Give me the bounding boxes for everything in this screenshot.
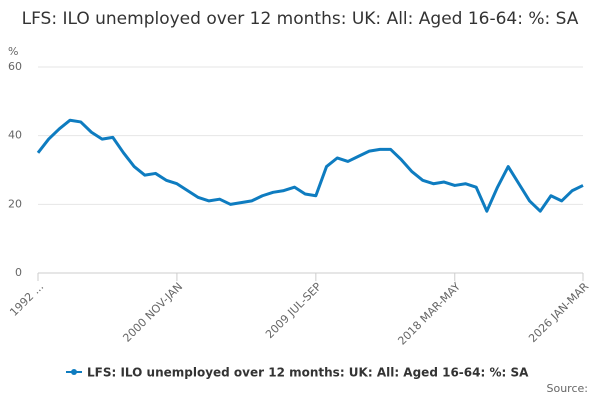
x-tick-label: 2000 NOV-JAN bbox=[120, 280, 185, 345]
y-tick-label: 40 bbox=[8, 129, 22, 142]
y-axis-label: % bbox=[8, 45, 18, 58]
x-tick-label: 2009 JUL-SEP bbox=[263, 280, 324, 341]
data-line bbox=[36, 118, 584, 213]
chart-title: LFS: ILO unemployed over 12 months: UK: … bbox=[21, 9, 579, 29]
source: Source: bbox=[547, 382, 589, 395]
x-tick-label: 2026 JAN-MAR bbox=[526, 280, 591, 345]
y-tick-label: 60 bbox=[8, 60, 22, 73]
x-tick-label: 2018 MAR-MAY bbox=[395, 280, 463, 348]
y-tick-label: 0 bbox=[15, 266, 22, 279]
x-tick-label: 1992 ... bbox=[7, 280, 46, 319]
y-tick-label: 20 bbox=[8, 197, 22, 210]
legend-label: LFS: ILO unemployed over 12 months: UK: … bbox=[87, 366, 529, 380]
legend-marker bbox=[71, 369, 77, 375]
